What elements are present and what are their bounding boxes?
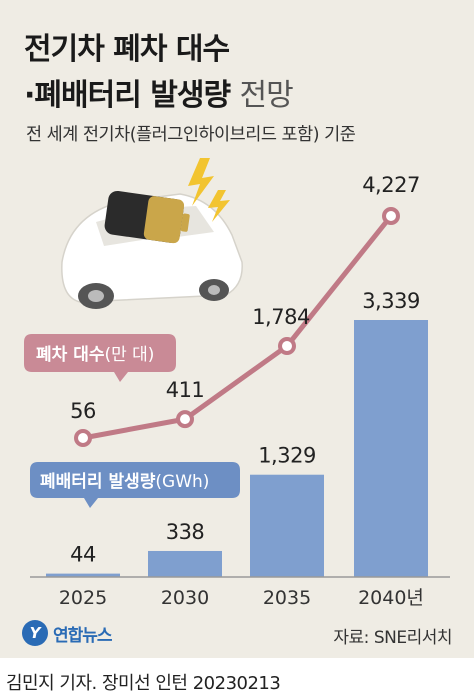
bar-value-label: 3,339 <box>362 289 420 313</box>
bar-value-label: 338 <box>166 520 205 544</box>
car-battery-illustration <box>61 158 243 309</box>
bar-2040년 <box>354 320 428 577</box>
bar-2030 <box>148 550 222 577</box>
chart: 44 338 1,329 3,339 56 411 1,784 4,227 폐차 대수(만 … <box>24 158 450 609</box>
x-tick-label: 2025 <box>59 587 107 609</box>
title-line-1: 전기차 폐차 대수 <box>24 32 230 67</box>
bar-value-label: 1,329 <box>258 444 316 468</box>
infographic-card: 전기차 폐차 대수 ·폐배터리 발생량 전망 전 세계 전기차(플러그인하이브리… <box>0 0 474 658</box>
line-series <box>82 214 393 441</box>
x-tick-label: 2035 <box>263 587 311 609</box>
line-point-2035 <box>278 337 296 356</box>
legend-bar: 폐배터리 발생량(GWh) <box>30 462 240 508</box>
subtitle: 전 세계 전기차(플러그인하이브리드 포함) 기준 <box>26 125 356 145</box>
yonhap-logo: Y 연합뉴스 <box>22 620 113 646</box>
yonhap-logo-mark: Y <box>22 620 48 646</box>
line-point-2030 <box>176 410 194 429</box>
credit: 김민지 기자. 장미선 인턴 20230213 <box>6 673 281 694</box>
line-point-2040년 <box>382 207 400 225</box>
bar-2025 <box>46 573 120 577</box>
legend-line-label: 폐차 대수(만 대) <box>36 345 154 365</box>
legend-line: 폐차 대수(만 대) <box>24 334 176 382</box>
x-tick-label: 2040년 <box>358 587 424 609</box>
battery-icon <box>104 190 190 244</box>
bar-value-label: 44 <box>70 543 96 567</box>
line-point-2025 <box>74 429 92 447</box>
x-tick-label: 2030 <box>161 587 209 609</box>
line-value-label: 1,784 <box>252 305 310 329</box>
title-line-2: ·폐배터리 발생량 전망 <box>24 78 294 113</box>
source: 자료: SNE리서치 <box>333 628 452 648</box>
line-value-label: 56 <box>70 399 96 423</box>
legend-bar-label: 폐배터리 발생량(GWh) <box>40 472 209 492</box>
lightning-icon <box>188 158 230 222</box>
line-value-label: 411 <box>166 378 205 402</box>
bar-2035 <box>250 474 324 577</box>
line-value-label: 4,227 <box>362 173 420 197</box>
